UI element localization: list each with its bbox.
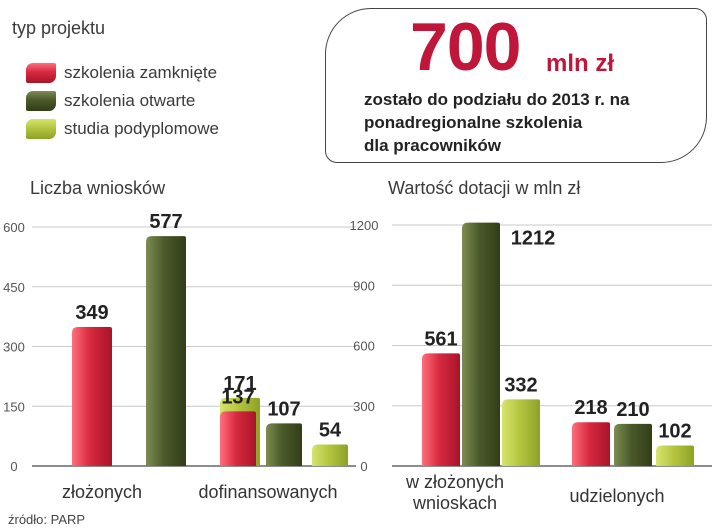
callout-amount: 700 [410,9,521,85]
x-category-label: w złożonych wnioskach [405,472,504,513]
legend-swatch [26,91,56,111]
y-tick-label: 1200 [350,218,379,233]
y-tick-label: 900 [353,278,375,293]
y-tick-label: 0 [360,459,367,474]
source-note: źródło: PARP [8,512,86,527]
chart-title-applications: Liczba wniosków [30,178,166,198]
data-label: 102 [658,421,691,443]
callout-text-line: dla pracowników [364,136,501,155]
bar [614,423,652,466]
y-tick-label: 600 [353,339,375,354]
data-label: 561 [424,328,457,350]
y-tick-label: 150 [3,399,25,414]
legend-item-open: szkolenia otwarte [26,88,195,114]
data-label: 107 [267,398,300,420]
bar [572,422,610,466]
x-category-label: dofinansowanych [198,482,337,502]
x-category-label: złożonych [62,482,142,502]
legend-swatch [26,119,56,139]
legend-item-postgrad: studia podyplomowe [26,116,219,142]
bar [146,236,186,466]
bar [502,399,540,466]
bar [220,411,256,466]
legend-label: studia podyplomowe [64,119,219,138]
data-label: 137 [221,386,254,408]
y-tick-label: 300 [353,399,375,414]
callout-text-line: ponadregionalne szkolenia [364,113,583,132]
legend-label: szkolenia zamknięte [64,63,218,82]
bar [656,445,694,466]
bar [462,222,500,466]
y-tick-label: 600 [3,220,25,235]
x-category-label: udzielonych [569,486,664,506]
chart-title-funding: Wartość dotacji w mln zł [388,178,581,198]
legend-swatch [26,63,56,83]
data-label: 577 [149,211,182,233]
y-tick-label: 450 [3,280,25,295]
bar [312,444,348,466]
legend-label: szkolenia otwarte [64,91,196,110]
bar [72,326,112,466]
data-label: 54 [319,419,342,441]
data-label: 349 [75,302,108,324]
data-label: 218 [574,397,607,419]
data-label: 332 [504,374,537,396]
data-label: 171 [223,373,256,395]
callout-unit: mln zł [546,50,615,77]
data-label: 210 [616,399,649,421]
callout-text-line: zostało do podziału do 2013 r. na [364,90,630,109]
bar [266,423,302,466]
y-tick-label: 300 [3,340,25,355]
y-tick-label: 0 [10,459,17,474]
legend-title: typ projektu [12,18,106,38]
bar [422,353,460,466]
data-label: 1212 [511,228,556,250]
legend-item-closed: szkolenia zamknięte [26,60,217,86]
callout-box [325,8,707,163]
